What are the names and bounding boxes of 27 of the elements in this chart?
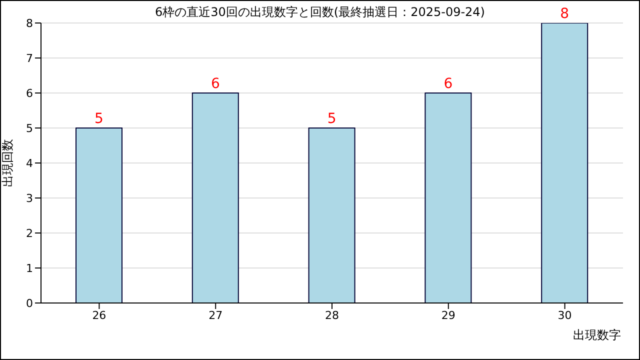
data-label: 5 bbox=[94, 111, 104, 127]
x-tick-label: 29 bbox=[441, 308, 456, 322]
data-label: 5 bbox=[327, 111, 336, 127]
bar bbox=[424, 92, 472, 303]
bar bbox=[541, 23, 588, 303]
y-axis-title: 出現回数 bbox=[0, 139, 14, 187]
y-tick-label: 6 bbox=[26, 86, 33, 100]
y-tick-label: 4 bbox=[26, 156, 33, 170]
y-tick-label: 3 bbox=[26, 192, 33, 205]
y-tick-label: 8 bbox=[26, 16, 33, 30]
bar bbox=[76, 128, 122, 303]
data-label: 6 bbox=[210, 76, 220, 92]
y-tick-label: 2 bbox=[26, 226, 33, 240]
x-tick-label: 26 bbox=[92, 308, 106, 322]
bar bbox=[308, 128, 356, 303]
y-tick-label: 0 bbox=[26, 296, 33, 310]
bar bbox=[192, 92, 239, 303]
y-tick-label: 5 bbox=[26, 122, 33, 135]
x-tick-label: 30 bbox=[558, 308, 572, 322]
data-label: 8 bbox=[560, 6, 570, 22]
x-tick-label: 27 bbox=[208, 308, 223, 322]
y-tick-label: 1 bbox=[26, 262, 33, 275]
data-label: 6 bbox=[444, 76, 453, 92]
x-tick-label: 28 bbox=[325, 308, 339, 322]
y-tick-label: 7 bbox=[26, 52, 33, 65]
x-axis-title: 出現数字 bbox=[573, 328, 621, 342]
chart-title: 6枠の直近30回の出現数字と回数(最終抽選日：2025-09-24) bbox=[154, 5, 485, 19]
